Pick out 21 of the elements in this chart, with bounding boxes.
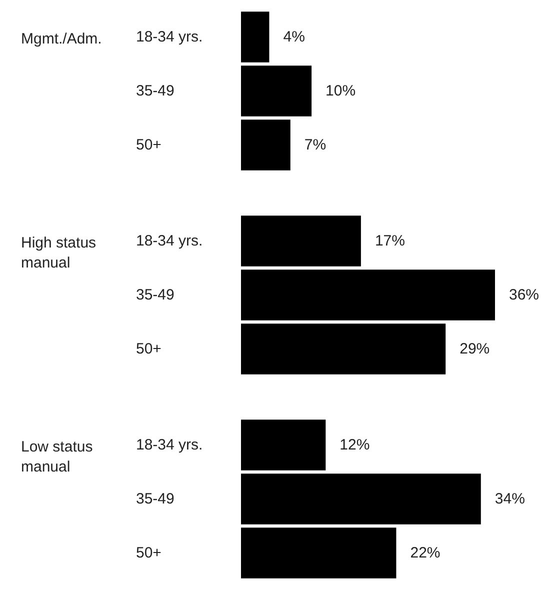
data-label: 29% [460, 340, 490, 358]
y-tick-label: 50+ [136, 340, 162, 358]
y-tick-label: 50+ [136, 544, 162, 562]
data-label: 10% [326, 82, 356, 100]
y-tick-label: 18-34 yrs. [136, 28, 203, 46]
y-tick-label: 35-49 [136, 82, 174, 100]
y-tick-label: 35-49 [136, 490, 174, 508]
text: High status manual [21, 234, 100, 272]
text: Low status manual [21, 438, 97, 476]
y-tick-label: 50+ [136, 136, 162, 154]
data-label: 34% [494, 490, 525, 508]
data-label: 7% [304, 136, 326, 154]
data-label: 12% [340, 436, 370, 454]
y-tick-label: 18-34 yrs. [136, 232, 203, 250]
y-tick-label: 35-49 [136, 286, 174, 304]
text: Mgmt./Adm. [21, 30, 102, 48]
data-label: 17% [374, 232, 405, 250]
data-label: 22% [410, 544, 440, 562]
data-label: 4% [283, 28, 305, 46]
y-tick-label: 18-34 yrs. [136, 436, 203, 454]
data-label: 36% [509, 286, 540, 304]
